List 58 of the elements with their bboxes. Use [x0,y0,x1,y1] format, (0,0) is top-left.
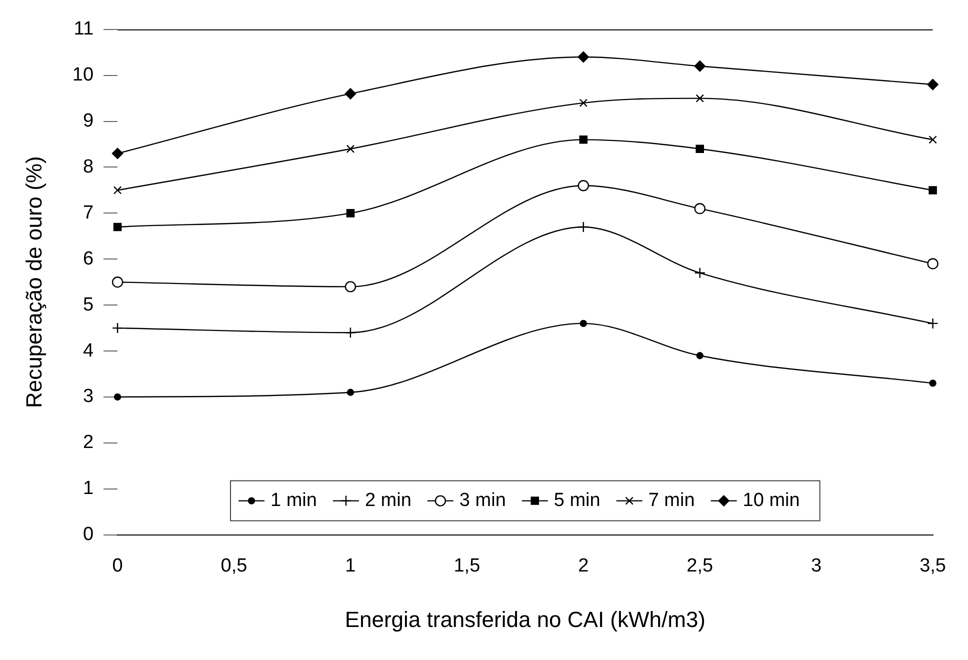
point [113,222,122,232]
point [927,318,938,330]
y-tick-label: 4 [82,340,94,362]
point [578,221,589,233]
point [580,320,587,328]
x-tick-label: 0 [112,555,123,576]
x-tick-label: 3 [811,555,822,576]
y-tick-label: 11 [74,18,94,40]
legend-label: 1 min [270,490,317,512]
x-tick-label: 3,5 [920,555,946,576]
point [344,88,356,100]
y-tick-label: 10 [72,64,94,86]
y-tick-label: 8 [82,156,94,178]
x-tick-label: 2,5 [686,555,714,576]
point [346,209,355,218]
y-tick-label: 3 [82,386,94,408]
y-tick-label: 0 [82,524,94,546]
point [114,393,122,401]
point [344,281,356,292]
point [694,60,706,72]
y-axis-title: Recuperação de ouro (%) [21,156,46,408]
legend-label: 7 min [648,490,695,512]
point [927,258,938,270]
legend-label: 2 min [364,490,412,512]
point [579,136,588,144]
y-tick-label: 9 [82,110,94,132]
x-axis-title: Energia transferida no CAI (kWh/m3) [344,606,706,632]
point [346,388,354,396]
y-tick-label: 6 [82,248,94,270]
x-tick-label: 1 [345,555,356,576]
point [344,327,356,338]
point [579,98,588,108]
y-tick-label: 1 [82,478,94,500]
x-tick-label: 1,5 [454,555,480,576]
y-tick-label: 5 [82,294,94,316]
point [694,202,706,214]
point [113,186,122,194]
point [696,352,704,360]
point [928,136,937,144]
point [696,144,704,153]
point [112,276,124,288]
point [696,94,704,102]
point [346,144,355,153]
point [927,78,938,90]
point [112,322,124,334]
y-tick-label: 7 [82,202,94,224]
y-tick-label: 2 [82,432,94,454]
point [694,267,706,279]
x-tick-label: 2 [578,555,589,576]
point [578,180,589,192]
point [928,186,937,194]
point [578,51,589,63]
point [929,380,936,387]
legend-label: 5 min [554,490,600,512]
legend-label: 10 min [742,490,800,512]
point [112,148,124,160]
legend-label: 3 min [459,490,506,512]
x-tick-label: 0,5 [220,555,248,576]
